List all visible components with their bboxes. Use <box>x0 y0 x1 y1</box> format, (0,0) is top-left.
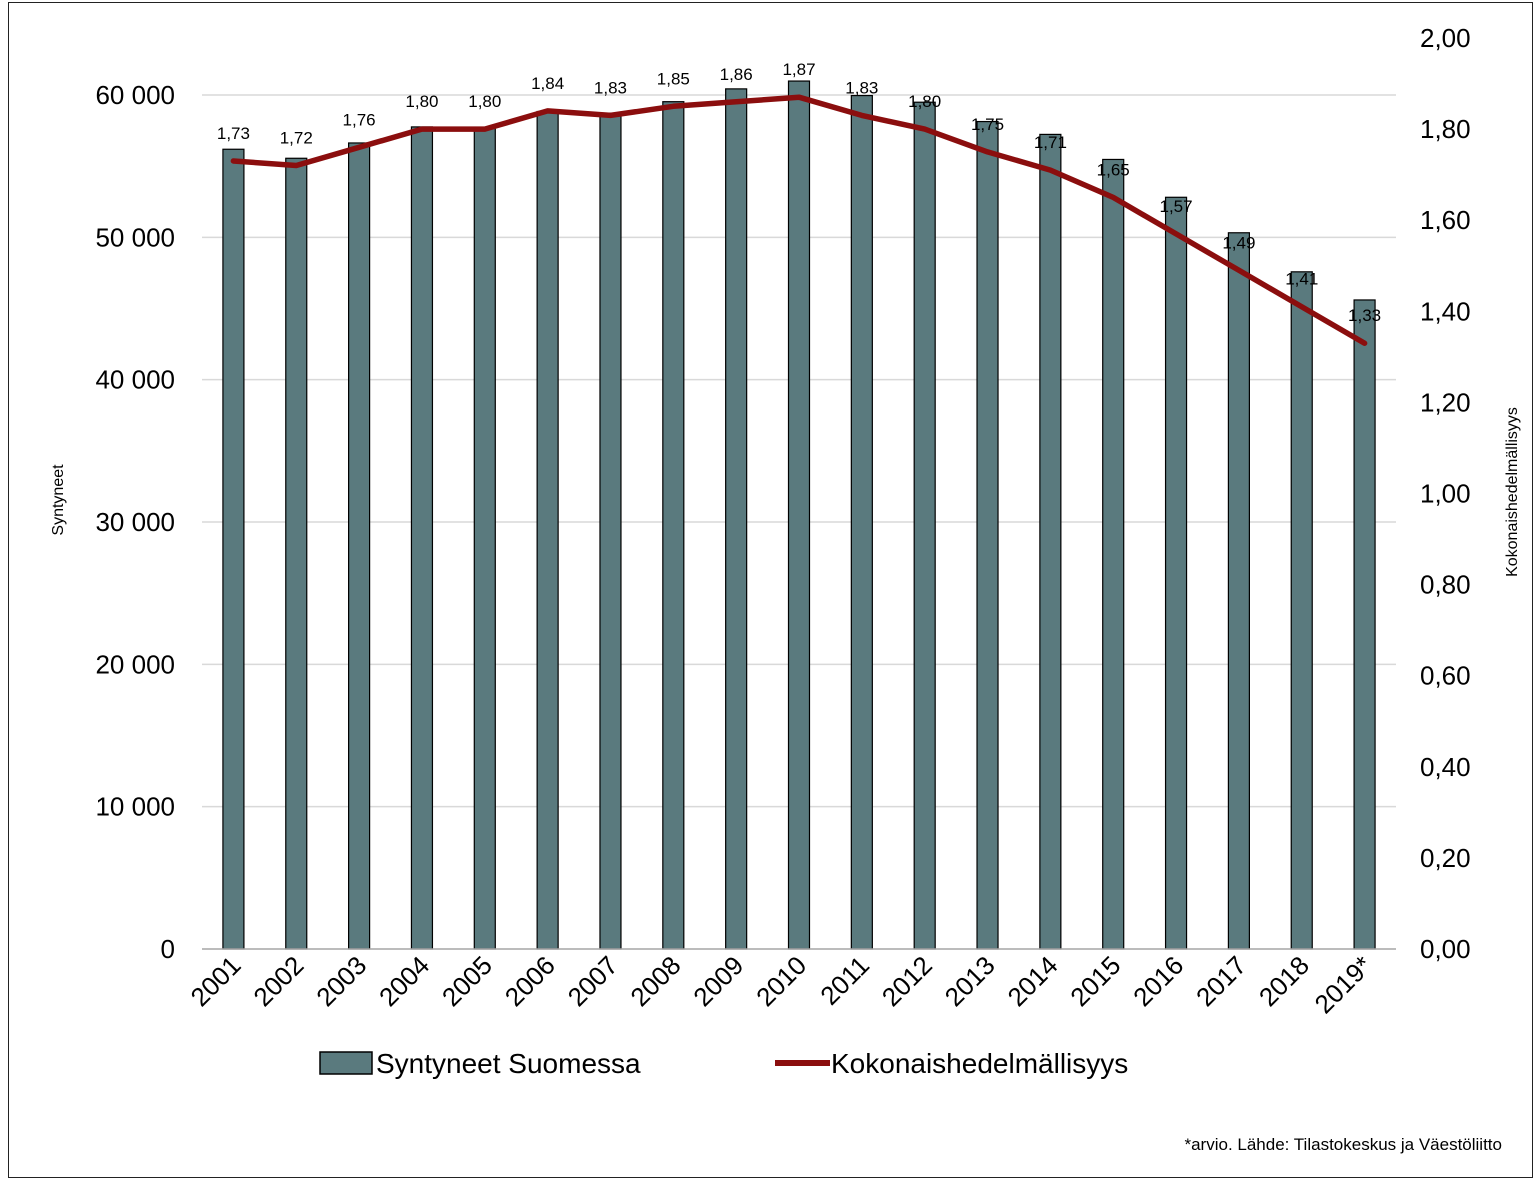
x-tick-label: 2004 <box>373 950 435 1012</box>
y2-tick-label: 1,00 <box>1420 479 1471 509</box>
data-label: 1,49 <box>1222 233 1255 252</box>
bar <box>1102 158 1125 950</box>
legend: Syntyneet Suomessa Kokonaishedelmällisyy… <box>319 1048 1128 1079</box>
y2-tick-label: 1,20 <box>1420 387 1471 417</box>
x-axis-ticks: 2001 2002 2003 2004 2005 2006 2007 2008 2009 2010… <box>185 950 1378 1019</box>
data-label: 1,80 <box>468 92 501 111</box>
x-tick-label: 2010 <box>750 950 812 1012</box>
x-tick-label: 2016 <box>1127 950 1189 1012</box>
data-label: 1,71 <box>1034 133 1067 152</box>
data-label: 1,84 <box>531 74 564 93</box>
bar <box>725 88 748 950</box>
data-label: 1,80 <box>908 92 941 111</box>
y-tick-label: 50 000 <box>95 222 175 252</box>
y2-tick-label: 0,80 <box>1420 570 1471 600</box>
right-axis-ticks: 0,00 0,20 0,40 0,60 0,80 1,00 1,20 1,40 1,60 1,80… <box>1420 23 1471 964</box>
bar <box>348 142 371 950</box>
bar <box>1290 271 1313 950</box>
data-label: 1,83 <box>845 78 878 97</box>
bar <box>976 120 999 950</box>
x-tick-label: 2013 <box>939 950 1001 1012</box>
y2-tick-label: 2,00 <box>1420 23 1471 53</box>
x-tick-label: 2007 <box>562 950 624 1012</box>
legend-swatch-bar <box>319 1051 373 1075</box>
y2-tick-label: 1,80 <box>1420 114 1471 144</box>
y-tick-label: 60 000 <box>95 80 175 110</box>
chart-frame <box>8 2 1533 1178</box>
y-tick-label: 20 000 <box>95 649 175 679</box>
left-axis-ticks: 0 10 000 20 000 30 000 40 000 50 000 60 000 <box>95 80 175 964</box>
bar <box>1164 196 1188 950</box>
bar <box>473 126 496 950</box>
fertility-line <box>230 94 1368 346</box>
legend-label-bar: Syntyneet Suomessa <box>376 1048 641 1079</box>
x-tick-label: 2003 <box>310 950 372 1012</box>
data-labels: 1,73 1,72 1,76 1,80 1,80 1,84 1,83 1,85 1,86 1,87… <box>217 60 1381 325</box>
x-tick-label: 2014 <box>1001 950 1063 1012</box>
y2-tick-label: 0,00 <box>1420 934 1471 964</box>
bar <box>850 94 873 950</box>
bar <box>913 101 936 950</box>
x-tick-label: 2018 <box>1253 950 1315 1012</box>
bar <box>1039 133 1062 950</box>
x-tick-label: 2009 <box>687 950 749 1012</box>
x-tick-label: 2002 <box>247 950 309 1012</box>
x-tick-label: 2019* <box>1309 950 1378 1019</box>
bar <box>536 110 559 950</box>
x-tick-label: 2012 <box>876 950 938 1012</box>
data-label: 1,85 <box>657 69 690 88</box>
y2-axis-label: Kokonaishedelmällisyys <box>1504 407 1521 577</box>
bar <box>285 157 308 950</box>
bar <box>787 80 811 950</box>
bar <box>599 112 622 950</box>
legend-label-line: Kokonaishedelmällisyys <box>831 1048 1128 1079</box>
y-tick-label: 40 000 <box>95 365 175 395</box>
x-tick-label: 2017 <box>1190 950 1252 1012</box>
data-label: 1,73 <box>217 124 250 143</box>
data-label: 1,72 <box>280 129 313 148</box>
data-label: 1,83 <box>594 78 627 97</box>
line-series <box>230 94 1368 346</box>
bar <box>222 148 245 950</box>
bar <box>1353 299 1376 950</box>
x-tick-label: 2015 <box>1064 950 1126 1012</box>
data-label: 1,87 <box>782 60 815 79</box>
x-tick-label: 2008 <box>624 950 686 1012</box>
source-note: *arvio. Lähde: Tilastokeskus ja Väestöli… <box>1184 1135 1502 1154</box>
y2-tick-label: 0,60 <box>1420 661 1471 691</box>
bar <box>1227 232 1250 950</box>
data-label: 1,86 <box>720 65 753 84</box>
data-label: 1,76 <box>343 110 376 129</box>
y2-tick-label: 1,40 <box>1420 296 1471 326</box>
x-tick-label: 2006 <box>499 950 561 1012</box>
x-tick-label: 2001 <box>185 950 247 1012</box>
x-tick-label: 2011 <box>814 950 875 1011</box>
data-label: 1,75 <box>971 115 1004 134</box>
x-tick-label: 2005 <box>436 950 498 1012</box>
data-label: 1,41 <box>1285 270 1318 289</box>
y-axis-label: Syntyneet <box>50 464 67 536</box>
bar <box>662 101 685 950</box>
y2-tick-label: 0,40 <box>1420 752 1471 782</box>
y2-tick-label: 0,20 <box>1420 843 1471 873</box>
y-tick-label: 30 000 <box>95 507 175 537</box>
data-label: 1,33 <box>1348 306 1381 325</box>
y-tick-label: 0 <box>161 934 175 964</box>
data-label: 1,80 <box>405 92 438 111</box>
y2-tick-label: 1,60 <box>1420 205 1471 235</box>
data-label: 1,57 <box>1160 197 1193 216</box>
bar-series <box>222 80 1376 950</box>
bar <box>410 126 434 950</box>
data-label: 1,65 <box>1097 160 1130 179</box>
y-tick-label: 10 000 <box>95 792 175 822</box>
